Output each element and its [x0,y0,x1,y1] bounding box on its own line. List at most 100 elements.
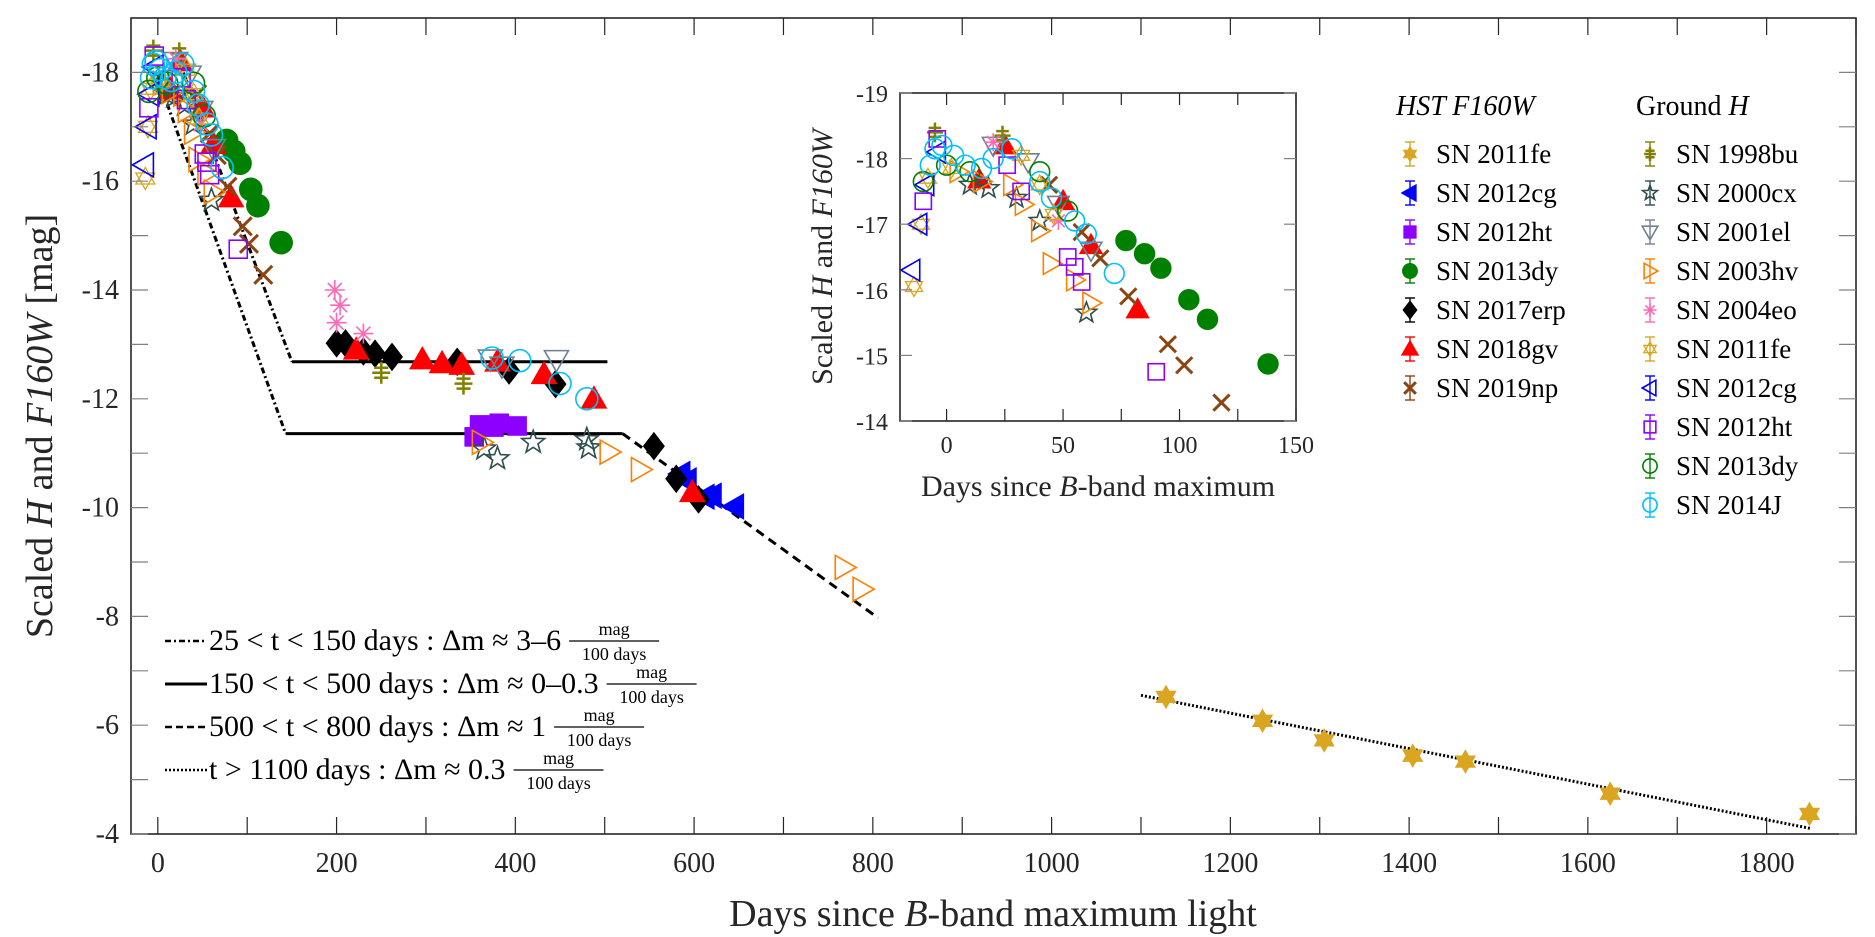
legend-marker-icon [1402,300,1418,320]
point-sn-2003hv-ground-h [852,575,876,603]
x-tick-label: 100 [1162,433,1198,459]
point-sn-2013dy-hst-f160w [269,230,293,255]
inset-point-sn-2013dy-hst-f160w [1196,308,1219,331]
legend-marker-icon [1642,458,1658,474]
inset-point-sn-2012ht-ground-h [1065,257,1084,276]
y-tick-label: -15 [856,344,888,370]
inset-point-sn-2014j-ground-h [954,154,976,176]
legend-label: SN 2017erp [1436,295,1566,325]
x-tick-label: 800 [852,848,894,879]
legend-item: SN 2012cg [1640,373,1797,403]
inset-point-sn-2013dy-ground-h [959,161,981,183]
legend-label: SN 2011fe [1436,139,1551,169]
series-legend: HST F160W SN 2011fe SN 2012cg SN 2012ht SN 2… [1395,91,1799,520]
point-sn-2014j-ground-h [548,371,572,396]
point-sn-2003hv-ground-h [471,428,495,456]
y-tick-label: -6 [96,710,119,741]
point-sn-2004eo-ground-h [324,280,345,300]
fraction-denominator: 100 days [567,730,632,750]
inset-point-sn-2019np-hst-f160w [1175,356,1194,375]
inset-point-sn-2013dy-hst-f160w [1115,229,1137,252]
fit-legend-label: 25 < t < 150 days : Δm ≈ 3–6 [209,624,561,657]
legend-marker-icon [1403,381,1417,395]
point-sn-2001el-ground-h [199,138,227,163]
point-sn-2017erp-hst-f160w [665,464,688,494]
point-sn-2018gv-hst-f160w [428,349,456,374]
legend-marker-icon [1400,339,1420,356]
x-tick-label: 1200 [1202,848,1258,879]
point-sn-2018gv-hst-f160w [342,336,370,360]
point-sn-2000cx-ground-h [574,433,603,460]
y-tick-label: -18 [82,57,119,88]
inset-point-sn-2004eo-ground-h [1049,211,1068,230]
point-sn-2011fe-ground-h [182,81,205,107]
legend-item: SN 2013dy [1642,451,1799,481]
point-sn-2019np-hst-f160w [232,216,253,237]
inset-point-sn-2012ht-ground-h [1058,248,1077,266]
legend-item: SN 2014J [1642,490,1782,520]
inset-point-sn-2000cx-ground-h [957,171,983,196]
fit-legend-item: 25 < t < 150 days : Δm ≈ 3–6 mag 100 days [165,619,660,664]
point-sn-2012ht-ground-h [199,164,220,185]
point-sn-2003hv-ground-h [630,456,655,483]
y-tick-label: -10 [82,493,119,524]
legend-label: SN 2011fe [1676,334,1791,364]
y-tick-label: -14 [856,410,888,436]
legend-group: Ground H SN 1998bu SN 2000cx SN 2001el SN 20… [1636,91,1799,520]
fit-legend-label: 500 < t < 800 days : Δm ≈ 1 [209,710,546,743]
point-sn-2001el-ground-h [543,349,570,374]
point-sn-2014j-ground-h [163,60,188,85]
inset-point-sn-2000cx-ground-h [1073,299,1099,324]
legend-label: SN 2003hv [1676,256,1799,286]
fit-legend-item: t > 1100 days : Δm ≈ 0.3 mag 100 days [165,748,604,793]
legend-marker-icon [1403,225,1417,239]
y-tick-label: -4 [96,819,119,850]
legend-group-title: Ground H [1636,91,1751,122]
fit-legend-item: 500 < t < 800 days : Δm ≈ 1 mag 100 days [165,705,645,750]
point-sn-2011fe-hst-f160w [1251,708,1274,734]
point-sn-2018gv-hst-f160w [678,478,706,503]
inset-point-sn-2013dy-hst-f160w [1257,353,1279,375]
inset-point-sn-2011fe-ground-h [904,275,924,298]
point-sn-2011fe-hst-f160w [1402,743,1424,769]
inset-point-sn-2014j-ground-h [1064,210,1086,232]
point-sn-2019np-hst-f160w [217,176,238,197]
point-sn-1998bu-ground-h [454,372,473,395]
point-sn-2014j-ground-h [186,93,210,117]
fit-500-800 [621,432,880,620]
inset-x-axis-title: Days since B-band maximum [921,470,1275,503]
y-axis-title: Scaled H and F160W [mag] [19,214,61,638]
inset-point-sn-2013dy-hst-f160w [1133,243,1156,265]
inset-point-sn-2019np-hst-f160w [1158,335,1178,354]
inset-point-sn-2014j-ground-h [919,154,941,176]
legend-item: SN 2018gv [1400,334,1559,364]
legend-label: SN 2013dy [1436,256,1559,286]
point-sn-2014j-ground-h [199,123,224,147]
legend-item: SN 2001el [1640,217,1791,247]
legend-label: SN 2018gv [1436,334,1559,364]
point-sn-2000cx-ground-h [197,185,226,212]
inset-point-sn-2018gv-hst-f160w [1125,297,1150,319]
point-sn-2013dy-hst-f160w [246,193,270,218]
y-tick-label: -18 [856,148,888,174]
point-sn-2018gv-hst-f160w [217,183,245,208]
y-tick-label: -19 [856,82,888,108]
point-sn-2003hv-ground-h [599,438,623,466]
legend-marker-icon [1400,183,1417,203]
point-sn-2003hv-ground-h [197,159,221,187]
inset-point-sn-2000cx-ground-h [1004,184,1029,209]
point-sn-2012ht-ground-h [194,144,215,164]
point-sn-2004eo-ground-h [353,323,374,344]
data-points [131,39,1821,827]
fraction-denominator: 100 days [582,644,647,664]
legend-marker-icon [1640,225,1660,242]
inset-point-sn-2014j-ground-h [1040,187,1063,209]
point-sn-2000cx-ground-h [519,427,547,454]
point-sn-2011fe-hst-f160w [1313,728,1335,753]
legend-label: SN 2004eo [1676,295,1797,325]
point-sn-2012cg-hst-f160w [720,493,745,520]
axes-box [899,92,1297,422]
x-tick-label: 50 [1051,433,1075,459]
x-tick-label: 150 [1278,433,1314,459]
